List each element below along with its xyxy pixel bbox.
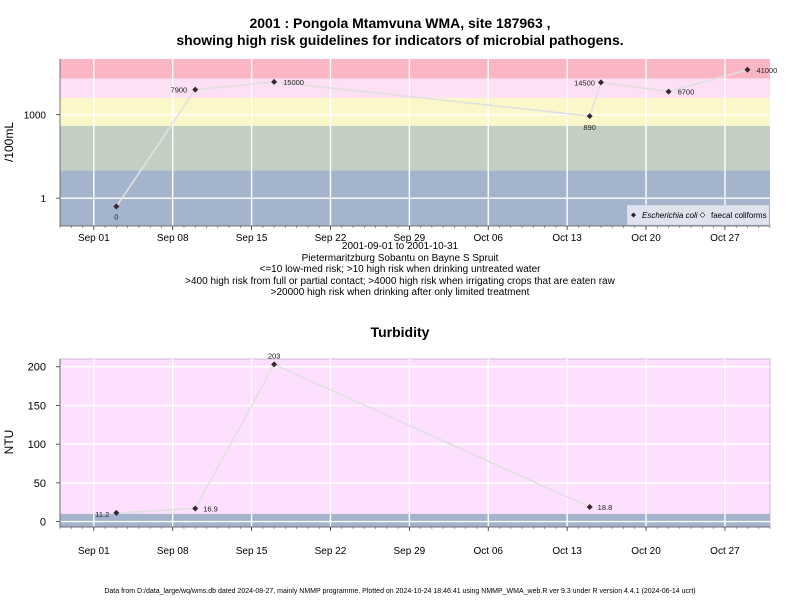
y-tick-label: 1000 [24,111,47,122]
footer-note: Data from D:/data_large/wq/wms.db dated … [104,588,696,595]
x-tick-label: Sep 01 [78,233,110,244]
ecoli-data-label: 15000 [283,78,304,87]
x-tick-label: Sep 08 [157,233,189,244]
turbidity-chart: 11.2 16.9 203 18.8 0 50 100 150 200 Sep 01 Sep 08… [2,351,771,557]
ecoli-data-label: 14500 [574,78,595,87]
turbidity-data-point [192,505,199,512]
ecoli-data-label: 6700 [678,88,695,97]
legend-faecal-marker [699,212,706,218]
risk-band-contact [60,97,770,126]
chart1-subtitle-line5: >20000 high risk when drinking after onl… [270,287,530,298]
risk-band-limited-treatment [60,59,770,79]
ecoli-data-point [586,113,593,120]
risk-band-drinking [60,125,770,171]
chart1-subtitle-line2: Pietermaritzburg Sobantu on Bayne S Spru… [301,253,499,264]
turbidity-data-label: 11.2 [95,510,109,519]
x-tick-label: Oct 06 [474,233,504,244]
turbidity-data-point [113,509,120,516]
microbial-chart: 0 7900 15000 890 14500 6700 41000 1 1000 Sep 01 S… [2,59,777,244]
ecoli-data-label: 0 [114,213,118,222]
legend-ecoli-label: Escherichia coli [642,211,698,220]
ecoli-data-point [113,203,120,210]
chart1-subtitle-line4: >400 high risk from full or partial cont… [185,276,615,287]
x-tick-label: Oct 20 [631,546,661,557]
chart2-ylabel: NTU [2,430,16,455]
x-tick-label: Sep 22 [315,233,347,244]
x-tick-label: Sep 01 [78,546,110,557]
chart1-title-line2: showing high risk guidelines for indicat… [176,32,624,48]
ecoli-data-point [271,78,278,85]
x-tick-label: Sep 15 [236,546,268,557]
turbidity-data-label: 16.9 [203,504,218,513]
turbidity-band-high [60,359,770,514]
x-tick-label: Sep 15 [236,233,268,244]
turbidity-data-label: 18.8 [598,503,613,512]
turbidity-data-label: 203 [268,351,281,360]
y-tick-label: 150 [28,400,46,412]
x-tick-label: Sep 22 [315,546,347,557]
chart2-title: Turbidity [370,324,430,340]
x-tick-label: Sep 08 [157,546,189,557]
turbidity-band-low [60,513,770,527]
ecoli-data-point [597,79,604,86]
x-tick-label: Sep 29 [394,233,426,244]
y-tick-label: 50 [34,478,46,490]
ecoli-data-label: 890 [583,123,596,132]
ecoli-data-point [665,88,672,95]
ecoli-data-point [192,86,199,93]
ecoli-data-label: 7900 [171,86,188,95]
x-tick-label: Oct 13 [552,233,582,244]
x-tick-label: Oct 06 [474,546,504,557]
turbidity-series-line [116,363,591,514]
y-tick-label: 200 [28,362,46,374]
x-tick-label: Sep 29 [394,546,426,557]
chart1-legend: Escherichia coli faecal coliforms [626,204,770,226]
x-tick-label: Oct 13 [552,546,582,557]
ecoli-data-point [744,66,751,73]
chart1-ylabel: /100mL [2,122,16,162]
risk-band-irrigation [60,78,770,98]
legend-ecoli-marker [631,212,636,218]
chart1-subtitle-line3: <=10 low-med risk; >10 high risk when dr… [259,264,541,275]
legend-faecal-label: faecal coliforms [711,211,767,220]
ecoli-data-label: 41000 [756,66,777,75]
y-tick-label: 100 [28,439,46,451]
x-tick-label: Oct 20 [631,233,661,244]
y-tick-label: 0 [40,517,46,529]
chart1-title-line1: 2001 : Pongola Mtamvuna WMA, site 187963… [249,15,551,31]
x-tick-label: Oct 27 [710,233,740,244]
turbidity-data-point [586,504,593,511]
turbidity-data-point [271,361,278,368]
x-tick-label: Oct 27 [710,546,740,557]
chart1-subtitle-line1: 2001-09-01 to 2001-10-31 [341,241,459,252]
y-tick-label: 1 [40,194,46,205]
